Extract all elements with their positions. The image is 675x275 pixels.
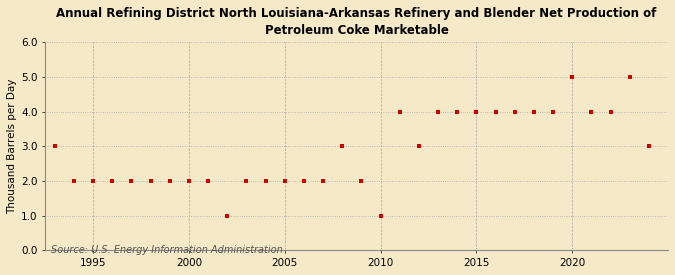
- Point: [88, 179, 99, 183]
- Point: [184, 179, 194, 183]
- Point: [394, 109, 405, 114]
- Point: [107, 179, 117, 183]
- Point: [586, 109, 597, 114]
- Point: [510, 109, 520, 114]
- Point: [471, 109, 482, 114]
- Point: [222, 213, 233, 218]
- Point: [279, 179, 290, 183]
- Text: Source: U.S. Energy Information Administration: Source: U.S. Energy Information Administ…: [51, 244, 284, 255]
- Point: [529, 109, 539, 114]
- Point: [49, 144, 60, 148]
- Point: [605, 109, 616, 114]
- Point: [202, 179, 213, 183]
- Point: [567, 75, 578, 79]
- Point: [433, 109, 443, 114]
- Point: [490, 109, 501, 114]
- Point: [165, 179, 176, 183]
- Point: [547, 109, 558, 114]
- Point: [241, 179, 252, 183]
- Title: Annual Refining District North Louisiana-Arkansas Refinery and Blender Net Produ: Annual Refining District North Louisiana…: [57, 7, 657, 37]
- Point: [298, 179, 309, 183]
- Point: [69, 179, 80, 183]
- Y-axis label: Thousand Barrels per Day: Thousand Barrels per Day: [7, 79, 17, 214]
- Point: [126, 179, 137, 183]
- Point: [643, 144, 654, 148]
- Point: [624, 75, 635, 79]
- Point: [356, 179, 367, 183]
- Point: [145, 179, 156, 183]
- Point: [375, 213, 386, 218]
- Point: [452, 109, 462, 114]
- Point: [318, 179, 329, 183]
- Point: [414, 144, 425, 148]
- Point: [337, 144, 348, 148]
- Point: [261, 179, 271, 183]
